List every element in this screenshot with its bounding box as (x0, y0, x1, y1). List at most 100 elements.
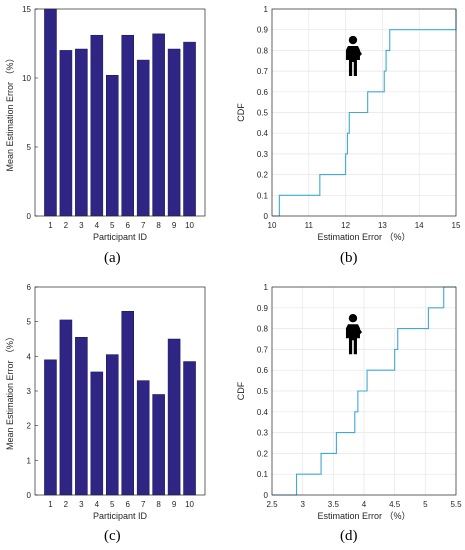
x-tick-label: 2.5 (266, 500, 278, 509)
y-tick-label: 0.6 (257, 366, 269, 375)
y-tick-label: 1 (264, 5, 269, 14)
y-axis-label: CDF (236, 381, 246, 400)
y-tick-label: 0.8 (257, 46, 269, 55)
x-tick-label: 10 (268, 221, 277, 230)
x-tick-label: 5 (110, 500, 115, 509)
y-tick-label: 1 (27, 456, 32, 465)
x-tick-label: 7 (141, 221, 146, 230)
y-tick-label: 0.8 (257, 325, 269, 334)
x-axis-label: Participant ID (93, 511, 148, 521)
x-tick-label: 9 (172, 500, 177, 509)
x-tick-label: 8 (156, 221, 161, 230)
icon-arm (356, 326, 362, 335)
y-tick-label: 5 (27, 143, 32, 152)
x-tick-label: 2 (64, 221, 69, 230)
axes-frame (34, 8, 206, 217)
x-tick-label: 9 (172, 221, 177, 230)
y-tick-label: 0.1 (257, 191, 269, 200)
x-axis-label: Participant ID (93, 232, 148, 242)
y-tick-label: 6 (27, 283, 32, 292)
x-axis-label: Estimation Error （%） (317, 232, 410, 242)
y-tick-label: 0.6 (257, 88, 269, 97)
bar-6 (121, 311, 135, 496)
standing-person-icon (345, 314, 362, 355)
axes-frame (271, 8, 457, 217)
x-tick-label: 12 (341, 221, 350, 230)
x-axis-label: Estimation Error （%） (317, 511, 410, 521)
axes-frame (34, 286, 206, 496)
x-tick-label: 3 (300, 500, 305, 509)
y-tick-label: 0.1 (257, 470, 269, 479)
bar-1 (44, 8, 57, 217)
bar-7 (136, 380, 150, 496)
x-tick-label: 8 (156, 500, 161, 509)
bar-7 (136, 59, 150, 217)
standing-person-icon (345, 35, 362, 77)
panel-label-b: (b) (340, 250, 358, 266)
x-tick-label: 4.5 (389, 500, 401, 509)
y-tick-label: 0.4 (257, 408, 269, 417)
x-tick-label: 5 (110, 221, 115, 230)
bar-8 (152, 394, 165, 496)
x-tick-label: 1 (48, 221, 53, 230)
x-tick-label: 2 (64, 500, 69, 509)
icon-arm (356, 48, 362, 57)
chart-a: 1 2 3 4 5 6 7 8 9 10 0 5 10 15 Participant ID Mean Esti… (5, 5, 206, 242)
y-tick-label: 0.9 (257, 304, 269, 313)
x-tick-label: 7 (141, 500, 146, 509)
x-tick-label: 10 (185, 221, 194, 230)
x-tick-label: 6 (126, 500, 131, 509)
icon-head (348, 35, 358, 45)
x-tick-label: 1 (48, 500, 53, 509)
y-tick-label: 0 (27, 491, 32, 500)
y-axis-label: Mean Estimation Error （%） (5, 332, 15, 450)
bar-4 (90, 34, 104, 217)
y-tick-label: 0.2 (257, 171, 269, 180)
icon-body (345, 46, 360, 77)
x-tick-label: 6 (126, 221, 131, 230)
y-tick-label: 0 (264, 212, 269, 221)
y-tick-label: 2 (27, 422, 32, 431)
x-tick-label: 3 (79, 221, 84, 230)
y-tick-label: 0.3 (257, 150, 269, 159)
bar-5 (105, 354, 119, 496)
x-tick-label: 11 (305, 221, 314, 230)
axes-frame (271, 286, 457, 496)
x-tick-label: 4 (95, 221, 100, 230)
y-tick-label: 0 (264, 491, 269, 500)
y-tick-label: 0.3 (257, 429, 269, 438)
x-tick-label: 13 (378, 221, 387, 230)
bar-9 (167, 338, 181, 496)
bar-8 (152, 33, 165, 217)
bar-2 (59, 50, 73, 217)
x-tick-label: 14 (415, 221, 424, 230)
y-tick-label: 0.5 (257, 109, 269, 118)
bar-4 (90, 371, 104, 496)
x-tick-label: 5.5 (450, 500, 462, 509)
bar-3 (75, 48, 88, 217)
y-tick-label: 3 (27, 387, 32, 396)
chart-c: 1 2 3 4 5 6 7 8 9 10 0 1 2 3 4 5 6 Participant ID Mean Est… (5, 283, 206, 521)
chart-b: 10 11 12 13 14 15 0 0.1 0.2 0.3 0.4 0.5 0.6 0.7 0.8 0.9… (236, 5, 461, 242)
y-tick-label: 0.7 (257, 345, 269, 354)
y-axis-label: Mean Estimation Error （%） (5, 53, 15, 171)
x-tick-label: 5 (423, 500, 428, 509)
x-tick-label: 10 (185, 500, 194, 509)
x-tick-label: 15 (452, 221, 461, 230)
cdf-series-line (272, 286, 456, 496)
panel-label-c: (c) (104, 528, 121, 544)
bar-10 (183, 41, 196, 217)
y-tick-label: 4 (27, 352, 32, 361)
y-tick-label: 15 (22, 5, 31, 14)
x-tick-label: 4 (362, 500, 367, 509)
bar-3 (75, 337, 88, 496)
y-tick-label: 0.7 (257, 67, 269, 76)
y-tick-label: 0.2 (257, 449, 269, 458)
y-axis-label: CDF (236, 103, 246, 122)
y-tick-label: 10 (22, 74, 31, 83)
bar-5 (105, 74, 119, 217)
panel-label-a: (a) (104, 250, 121, 266)
x-tick-label: 3.5 (328, 500, 340, 509)
bar-2 (59, 319, 73, 496)
